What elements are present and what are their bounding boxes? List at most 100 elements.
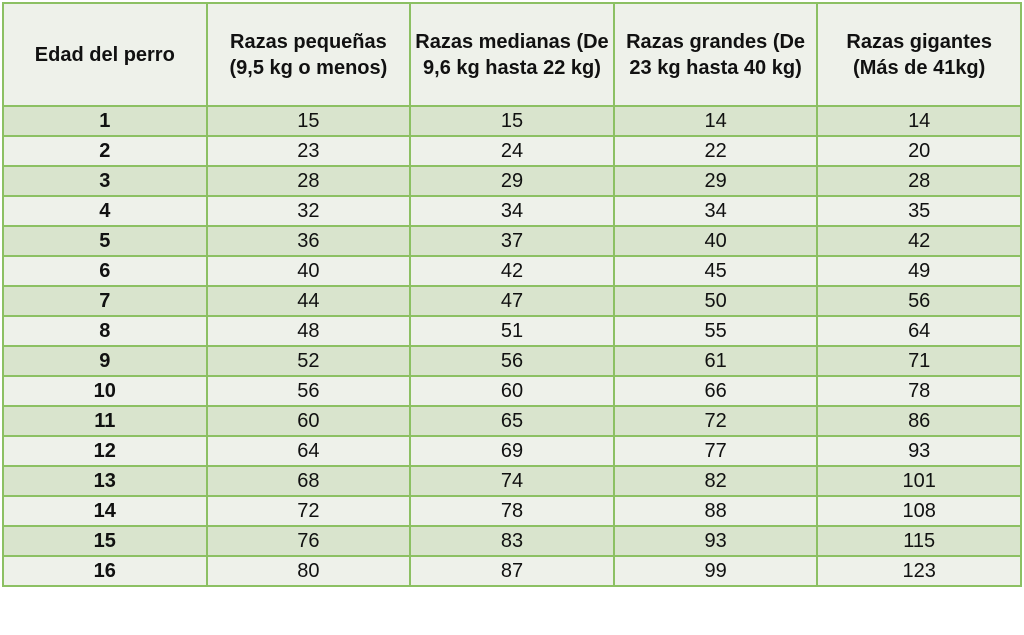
table-row: 15 76 83 93 115 <box>2 525 1022 557</box>
value-cell: 22 <box>612 135 819 167</box>
column-header: Razas pequeñas (9,5 kg o menos) <box>205 2 412 107</box>
age-cell: 2 <box>2 135 208 167</box>
value-cell: 28 <box>816 165 1022 197</box>
value-cell: 37 <box>409 225 615 257</box>
value-cell: 47 <box>409 285 615 317</box>
value-cell: 29 <box>409 165 615 197</box>
value-cell: 86 <box>816 405 1022 437</box>
header-row: Edad del perro Razas pequeñas (9,5 kg o m… <box>2 2 1022 107</box>
value-cell: 56 <box>205 375 412 407</box>
column-header: Razas medianas (De 9,6 kg hasta 22 kg) <box>409 2 615 107</box>
column-header: Edad del perro <box>2 2 208 107</box>
table-row: 2 23 24 22 20 <box>2 135 1022 167</box>
value-cell: 77 <box>612 435 819 467</box>
value-cell: 48 <box>205 315 412 347</box>
age-cell: 16 <box>2 555 208 587</box>
value-cell: 123 <box>816 555 1022 587</box>
table-row: 10 56 60 66 78 <box>2 375 1022 407</box>
value-cell: 49 <box>816 255 1022 287</box>
value-cell: 24 <box>409 135 615 167</box>
value-cell: 93 <box>816 435 1022 467</box>
age-cell: 5 <box>2 225 208 257</box>
table-row: 8 48 51 55 64 <box>2 315 1022 347</box>
value-cell: 34 <box>612 195 819 227</box>
table-row: 3 28 29 29 28 <box>2 165 1022 197</box>
table-row: 13 68 74 82 101 <box>2 465 1022 497</box>
value-cell: 71 <box>816 345 1022 377</box>
value-cell: 14 <box>816 105 1022 137</box>
value-cell: 83 <box>409 525 615 557</box>
value-cell: 87 <box>409 555 615 587</box>
value-cell: 72 <box>612 405 819 437</box>
value-cell: 50 <box>612 285 819 317</box>
value-cell: 40 <box>612 225 819 257</box>
value-cell: 15 <box>409 105 615 137</box>
value-cell: 74 <box>409 465 615 497</box>
value-cell: 65 <box>409 405 615 437</box>
age-cell: 9 <box>2 345 208 377</box>
table-row: 14 72 78 88 108 <box>2 495 1022 527</box>
value-cell: 93 <box>612 525 819 557</box>
age-cell: 1 <box>2 105 208 137</box>
value-cell: 28 <box>205 165 412 197</box>
value-cell: 55 <box>612 315 819 347</box>
value-cell: 88 <box>612 495 819 527</box>
value-cell: 82 <box>612 465 819 497</box>
table-row: 1 15 15 14 14 <box>2 105 1022 137</box>
value-cell: 115 <box>816 525 1022 557</box>
value-cell: 36 <box>205 225 412 257</box>
age-cell: 3 <box>2 165 208 197</box>
column-header: Razas gigantes (Más de 41kg) <box>816 2 1022 107</box>
table-row: 11 60 65 72 86 <box>2 405 1022 437</box>
value-cell: 52 <box>205 345 412 377</box>
age-cell: 8 <box>2 315 208 347</box>
value-cell: 101 <box>816 465 1022 497</box>
dog-age-table: Edad del perro Razas pequeñas (9,5 kg o m… <box>2 2 1022 587</box>
value-cell: 40 <box>205 255 412 287</box>
value-cell: 69 <box>409 435 615 467</box>
value-cell: 61 <box>612 345 819 377</box>
value-cell: 66 <box>612 375 819 407</box>
table-row: 12 64 69 77 93 <box>2 435 1022 467</box>
value-cell: 45 <box>612 255 819 287</box>
value-cell: 108 <box>816 495 1022 527</box>
age-cell: 12 <box>2 435 208 467</box>
value-cell: 76 <box>205 525 412 557</box>
table-row: 16 80 87 99 123 <box>2 555 1022 587</box>
value-cell: 51 <box>409 315 615 347</box>
value-cell: 64 <box>816 315 1022 347</box>
value-cell: 56 <box>816 285 1022 317</box>
value-cell: 23 <box>205 135 412 167</box>
age-cell: 11 <box>2 405 208 437</box>
table-row: 5 36 37 40 42 <box>2 225 1022 257</box>
age-cell: 4 <box>2 195 208 227</box>
table-body: 1 15 15 14 14 2 23 24 22 20 3 28 29 29 28 4 32 34 34 35 5 36 3… <box>2 105 1022 587</box>
value-cell: 35 <box>816 195 1022 227</box>
value-cell: 14 <box>612 105 819 137</box>
value-cell: 42 <box>816 225 1022 257</box>
value-cell: 29 <box>612 165 819 197</box>
table-row: 9 52 56 61 71 <box>2 345 1022 377</box>
value-cell: 44 <box>205 285 412 317</box>
value-cell: 64 <box>205 435 412 467</box>
value-cell: 68 <box>205 465 412 497</box>
age-cell: 14 <box>2 495 208 527</box>
value-cell: 80 <box>205 555 412 587</box>
value-cell: 56 <box>409 345 615 377</box>
value-cell: 78 <box>409 495 615 527</box>
age-cell: 10 <box>2 375 208 407</box>
value-cell: 72 <box>205 495 412 527</box>
table-row: 7 44 47 50 56 <box>2 285 1022 317</box>
value-cell: 32 <box>205 195 412 227</box>
value-cell: 42 <box>409 255 615 287</box>
age-cell: 6 <box>2 255 208 287</box>
age-cell: 15 <box>2 525 208 557</box>
column-header: Razas grandes (De 23 kg hasta 40 kg) <box>612 2 819 107</box>
table-row: 4 32 34 34 35 <box>2 195 1022 227</box>
value-cell: 15 <box>205 105 412 137</box>
value-cell: 99 <box>612 555 819 587</box>
age-cell: 13 <box>2 465 208 497</box>
age-cell: 7 <box>2 285 208 317</box>
value-cell: 34 <box>409 195 615 227</box>
value-cell: 60 <box>205 405 412 437</box>
